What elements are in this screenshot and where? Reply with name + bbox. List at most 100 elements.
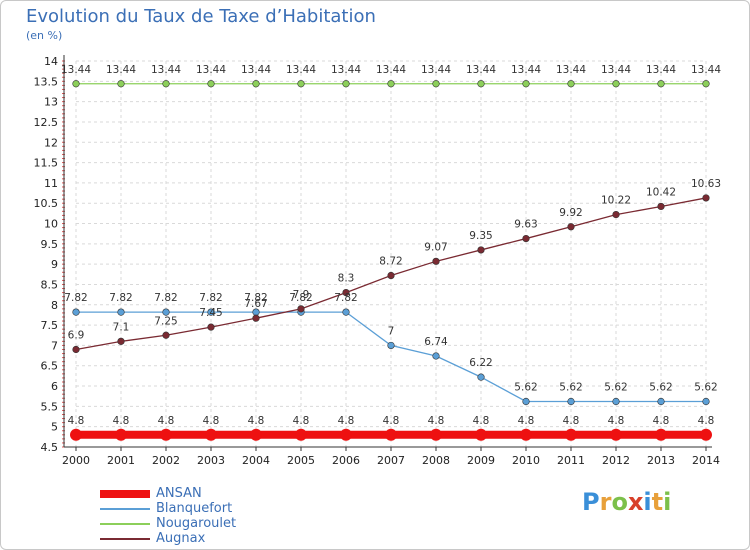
data-point-augnax — [387, 271, 395, 280]
data-point-nougaroulet — [477, 80, 485, 88]
data-point-blanquefort — [522, 397, 530, 406]
y-tick-label: 8 — [51, 299, 58, 312]
data-point-ansan — [205, 428, 217, 441]
data-point-ansan — [520, 428, 532, 441]
data-point-blanquefort — [657, 397, 665, 406]
data-label-nougaroulet: 13.44 — [286, 64, 316, 76]
y-tick-label: 6 — [51, 380, 58, 393]
data-label-blanquefort: 7.82 — [154, 292, 177, 304]
data-point-blanquefort — [477, 373, 485, 381]
x-tick-label: 2011 — [557, 454, 585, 467]
logo-letter: o — [611, 488, 628, 516]
data-point-nougaroulet — [567, 80, 575, 88]
data-label-augnax: 7.1 — [113, 321, 130, 333]
data-point-blanquefort — [612, 397, 620, 406]
data-label-nougaroulet: 13.44 — [151, 64, 181, 76]
data-label-blanquefort: 7.82 — [109, 292, 132, 304]
data-point-nougaroulet — [342, 80, 350, 88]
data-point-augnax — [477, 246, 485, 254]
data-point-ansan — [565, 428, 577, 441]
legend-label-nougaroulet: Nougaroulet — [156, 516, 237, 531]
data-label-blanquefort: 5.62 — [559, 381, 582, 393]
y-tick-label: 14 — [44, 55, 58, 68]
y-tick-label: 8.5 — [41, 278, 59, 291]
x-tick-label: 2004 — [242, 454, 270, 467]
y-tick-label: 13 — [44, 96, 58, 109]
y-tick-label: 10.5 — [34, 197, 59, 210]
legend-swatch-blanquefort — [100, 507, 150, 510]
data-label-ansan: 4.8 — [68, 415, 85, 427]
data-label-ansan: 4.8 — [248, 415, 265, 427]
legend-item-augnax: Augnax — [100, 531, 236, 546]
x-tick-label: 2008 — [422, 454, 450, 467]
chart-title: Evolution du Taux de Taxe d’Habitation — [26, 6, 376, 27]
data-point-ansan — [430, 428, 442, 441]
data-point-augnax — [162, 331, 170, 339]
data-label-ansan: 4.8 — [383, 415, 400, 427]
data-point-blanquefort — [117, 308, 125, 316]
data-label-ansan: 4.8 — [113, 415, 130, 427]
data-label-augnax: 10.22 — [601, 195, 631, 207]
data-label-ansan: 4.8 — [473, 415, 490, 427]
y-tick-label: 4.5 — [41, 441, 59, 454]
data-label-blanquefort: 7.82 — [64, 292, 87, 304]
data-label-blanquefort: 5.62 — [694, 381, 717, 393]
data-label-augnax: 6.9 — [68, 329, 85, 341]
data-point-augnax — [432, 257, 440, 265]
data-label-ansan: 4.8 — [698, 415, 715, 427]
logo-letter: t — [651, 488, 664, 516]
data-label-augnax: 9.63 — [514, 219, 537, 231]
series-layer — [70, 80, 712, 441]
data-point-nougaroulet — [432, 80, 440, 88]
data-label-augnax: 7.67 — [244, 298, 267, 310]
data-point-nougaroulet — [72, 80, 80, 88]
logo-letter: i — [663, 488, 672, 516]
chart-subtitle: (en %) — [26, 29, 63, 42]
data-point-blanquefort — [342, 308, 350, 316]
data-label-ansan: 4.8 — [293, 415, 310, 427]
x-tick-label: 2001 — [107, 454, 135, 467]
data-label-augnax: 7.9 — [293, 289, 310, 301]
data-label-nougaroulet: 13.44 — [601, 64, 631, 76]
data-label-nougaroulet: 13.44 — [691, 64, 721, 76]
x-tick-label: 2003 — [197, 454, 225, 467]
data-point-augnax — [612, 210, 620, 219]
data-point-augnax — [702, 194, 710, 202]
data-label-ansan: 4.8 — [158, 415, 175, 427]
data-label-nougaroulet: 13.44 — [511, 64, 541, 76]
x-tick-label: 2010 — [512, 454, 540, 467]
data-label-augnax: 8.72 — [379, 256, 402, 268]
data-point-augnax — [567, 223, 575, 231]
data-label-augnax: 9.92 — [559, 207, 582, 219]
data-label-blanquefort: 6.22 — [469, 357, 492, 369]
data-point-blanquefort — [162, 308, 170, 316]
legend-label-blanquefort: Blanquefort — [156, 501, 233, 516]
data-point-blanquefort — [567, 397, 575, 406]
legend-item-blanquefort: Blanquefort — [100, 501, 236, 516]
data-label-ansan: 4.8 — [518, 415, 535, 427]
data-label-blanquefort: 7.82 — [289, 292, 312, 304]
data-label-augnax: 10.42 — [646, 186, 676, 198]
data-point-augnax — [342, 289, 350, 297]
data-point-ansan — [160, 428, 172, 441]
data-point-blanquefort — [432, 352, 440, 360]
data-label-augnax: 9.35 — [469, 230, 492, 242]
data-point-nougaroulet — [612, 80, 620, 88]
legend-swatch-augnax — [100, 537, 150, 540]
data-labels: 4.8 4.8 4.8 4.8 4.8 4.8 4.8 4.8 4.8 4.8 4.8 4.8 4.8 4… — [61, 64, 721, 427]
data-point-ansan — [340, 428, 352, 441]
data-point-ansan — [70, 428, 82, 441]
data-point-augnax — [72, 345, 80, 354]
x-tick-label: 2002 — [152, 454, 180, 467]
x-tick-label: 2013 — [647, 454, 675, 467]
data-point-augnax — [657, 202, 665, 211]
x-tick-label: 2005 — [287, 454, 315, 467]
data-point-ansan — [250, 428, 262, 441]
data-label-nougaroulet: 13.44 — [331, 64, 361, 76]
data-label-blanquefort: 7 — [388, 325, 395, 337]
legend: ANSAN Blanquefort Nougaroulet Augnax — [100, 486, 236, 546]
data-point-augnax — [522, 234, 530, 243]
x-tick-label: 2000 — [62, 454, 90, 467]
y-tick-label: 13.5 — [34, 75, 59, 88]
